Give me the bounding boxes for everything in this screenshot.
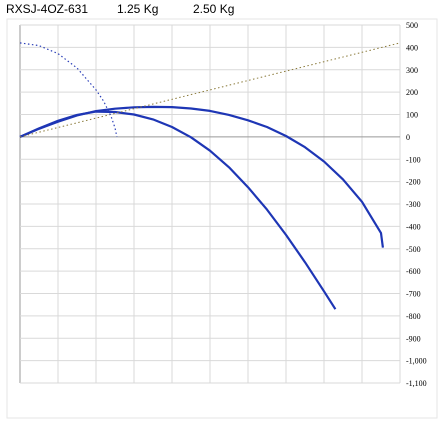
- series-line-3: [19, 42, 401, 138]
- y-tick-label: 100: [406, 111, 418, 120]
- y-tick-label: -600: [406, 267, 421, 276]
- series-line-2: [19, 105, 384, 248]
- series-group: [19, 42, 401, 310]
- y-tick-label: 400: [406, 43, 418, 52]
- y-tick-label: 0: [406, 133, 410, 142]
- y-tick-label: -800: [406, 312, 421, 321]
- model-label: RXSJ-4OZ-631: [6, 2, 89, 16]
- y-tick-label: -500: [406, 245, 421, 254]
- series-line-4: [19, 42, 118, 138]
- y-tick-label: -100: [406, 155, 421, 164]
- y-tick-label: -200: [406, 178, 421, 187]
- chart-frame: [6, 18, 438, 419]
- y-tick-label: -1,000: [406, 357, 427, 366]
- y-tick-label: 200: [406, 88, 418, 97]
- grid: [19, 24, 401, 384]
- header-bar: RXSJ-4OZ-631 1.25 Kg 2.50 Kg: [0, 0, 444, 20]
- series-line-1: [19, 110, 337, 310]
- y-axis-ticks: 500 400 300 200 100 0 -100 -200 -300 -400 -500 -600…: [406, 21, 427, 388]
- y-tick-label: -1,100: [406, 379, 427, 388]
- weight-label-1: 1.25 Kg: [117, 2, 159, 16]
- y-tick-label: -900: [406, 334, 421, 343]
- weight-label-2: 2.50 Kg: [193, 2, 235, 16]
- y-tick-label: 500: [406, 21, 418, 30]
- y-tick-label: -700: [406, 290, 421, 299]
- y-tick-label: 300: [406, 66, 418, 75]
- y-tick-label: -300: [406, 200, 421, 209]
- y-tick-label: -400: [406, 222, 421, 231]
